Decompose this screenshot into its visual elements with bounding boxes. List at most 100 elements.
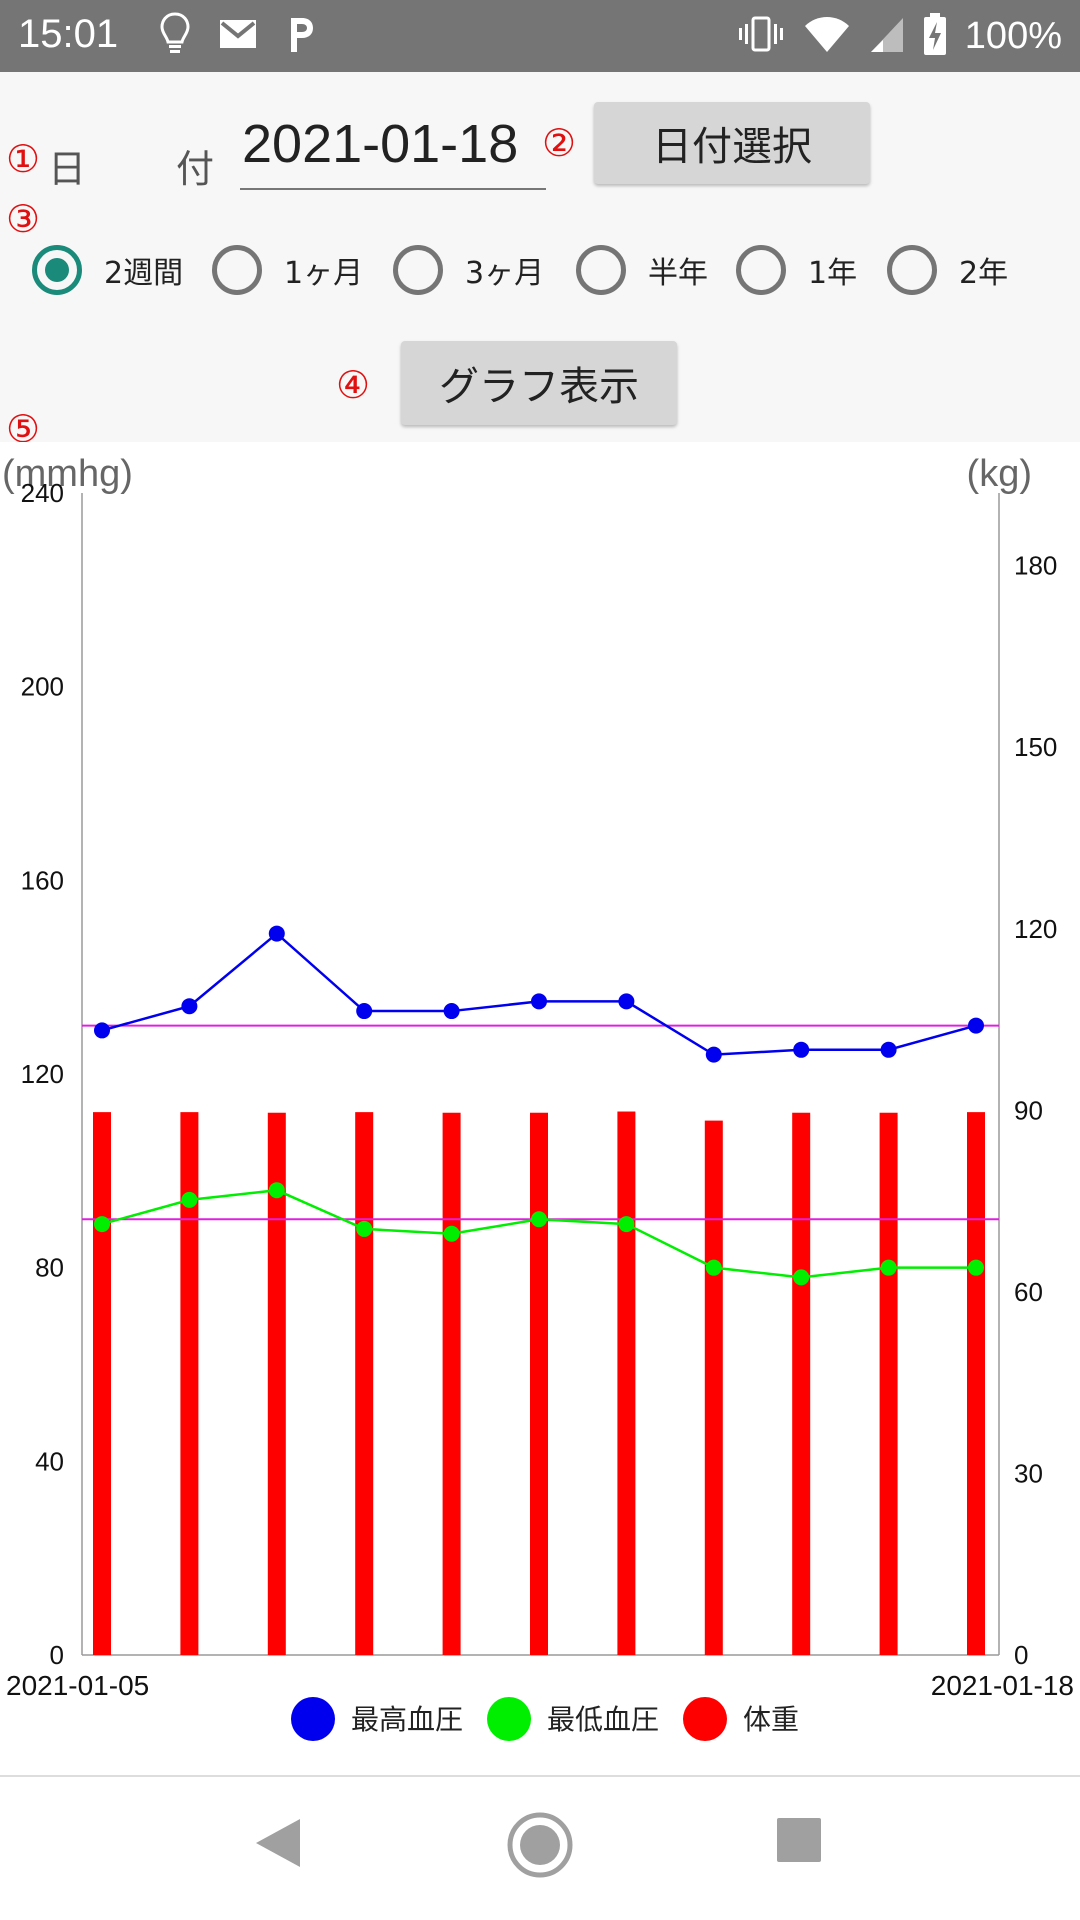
radio-label: 半年 (648, 256, 708, 291)
diastolic-point (531, 1211, 547, 1228)
radio-1month[interactable]: 1ヶ月 (212, 240, 363, 300)
right-tick-label: 60 (1014, 1277, 1043, 1307)
systolic-point (531, 993, 547, 1010)
marker-5: ⑤ (6, 407, 41, 451)
systolic-point (968, 1017, 984, 1034)
legend-label: 体重 (743, 1703, 799, 1736)
date-label-day: 日 (48, 147, 87, 191)
weight-bar (704, 1120, 723, 1655)
systolic-point (880, 1041, 897, 1058)
left-tick-label: 120 (21, 1059, 64, 1089)
weight-bar (180, 1112, 199, 1655)
radio-half-year[interactable]: 半年 (576, 240, 708, 300)
weight-bar (967, 1112, 985, 1655)
systolic-point (793, 1041, 810, 1058)
back-icon[interactable] (252, 1817, 304, 1873)
systolic-point (618, 993, 635, 1010)
show-graph-button[interactable]: グラフ表示 (401, 341, 677, 425)
radio-label: 2年 (959, 256, 1009, 291)
gmail-icon (218, 18, 258, 54)
marker-1: ① (6, 137, 41, 181)
weight-bar (879, 1112, 898, 1655)
marker-3: ③ (6, 197, 41, 241)
diastolic-point (793, 1269, 810, 1286)
date-label-tsuki: 付 (176, 147, 215, 191)
legend-swatch (487, 1697, 531, 1741)
diastolic-point (356, 1220, 373, 1237)
marker-2: ② (542, 121, 577, 165)
battery-percentage: 100% (964, 14, 1062, 57)
radio-2weeks[interactable]: 2週間 (32, 240, 183, 300)
systolic-point (443, 1003, 460, 1020)
radio-label: 2週間 (104, 256, 184, 291)
right-tick-label: 180 (1014, 551, 1057, 581)
radio-circle[interactable] (32, 245, 82, 295)
status-time: 15:01 (18, 12, 119, 56)
date-input[interactable] (240, 104, 546, 190)
radio-circle[interactable] (212, 245, 262, 295)
legend-swatch (291, 1697, 335, 1741)
legend-label: 最高血圧 (351, 1703, 463, 1736)
systolic-point (94, 1022, 110, 1039)
radio-circle[interactable] (887, 245, 937, 295)
diastolic-point (880, 1259, 897, 1276)
p-icon (286, 14, 316, 58)
left-tick-label: 80 (35, 1253, 64, 1283)
systolic-point (181, 998, 198, 1015)
left-tick-label: 160 (21, 865, 64, 895)
x-end-label: 2021-01-18 (931, 1670, 1074, 1701)
chart-panel: (mmhg) (kg) 0 40 80 120 160 200 240 0 30 60 90 120 150… (0, 442, 1080, 1775)
right-tick-label: 0 (1014, 1640, 1028, 1670)
weight-bar (792, 1112, 811, 1655)
diastolic-point (268, 1182, 285, 1199)
x-start-label: 2021-01-05 (6, 1670, 149, 1701)
weight-bar (355, 1112, 374, 1655)
recents-icon[interactable] (776, 1817, 822, 1867)
signal-icon (869, 14, 905, 58)
date-select-button[interactable]: 日付選択 (594, 102, 870, 184)
home-icon[interactable] (506, 1811, 574, 1883)
systolic-point (705, 1046, 722, 1063)
left-tick-label: 200 (21, 672, 64, 702)
left-tick-label: 40 (35, 1446, 64, 1476)
right-tick-label: 30 (1014, 1458, 1043, 1488)
status-bar: 15:01 100% (0, 0, 1080, 72)
chart: (mmhg) (kg) 0 40 80 120 160 200 240 0 30 60 90 120 150… (2, 453, 1074, 1741)
radio-1year[interactable]: 1年 (736, 240, 857, 300)
right-tick-label: 150 (1014, 732, 1057, 762)
radio-label: 1年 (808, 256, 858, 291)
weight-bar (93, 1112, 111, 1655)
navigation-bar (0, 1777, 1080, 1920)
weight-bar (530, 1112, 548, 1655)
left-tick-label: 0 (50, 1640, 64, 1670)
nav-divider (0, 1775, 1080, 1777)
wifi-icon (803, 14, 851, 58)
diastolic-point (705, 1259, 722, 1276)
radio-circle[interactable] (393, 245, 443, 295)
diastolic-point (94, 1216, 110, 1233)
lightbulb-icon (160, 11, 190, 61)
weight-bar (442, 1112, 461, 1655)
vibrate-icon (737, 14, 785, 58)
radio-circle[interactable] (576, 245, 626, 295)
weight-bar (617, 1111, 636, 1655)
radio-2years[interactable]: 2年 (887, 240, 1008, 300)
left-tick-label: 240 (21, 478, 64, 508)
battery-charging-icon (923, 12, 947, 60)
systolic-point (356, 1003, 373, 1020)
radio-3months[interactable]: 3ヶ月 (393, 240, 544, 300)
legend-swatch (683, 1697, 727, 1741)
radio-label: 3ヶ月 (465, 256, 545, 291)
radio-label: 1ヶ月 (284, 256, 364, 291)
right-tick-label: 90 (1014, 1095, 1043, 1125)
radio-circle[interactable] (736, 245, 786, 295)
right-tick-label: 120 (1014, 914, 1057, 944)
marker-4: ④ (336, 363, 371, 407)
diastolic-point (618, 1216, 635, 1233)
weight-bar (267, 1112, 286, 1655)
right-unit-label: (kg) (967, 453, 1032, 495)
legend-label: 最低血圧 (547, 1703, 659, 1736)
diastolic-point (968, 1259, 984, 1276)
left-unit-label: (mmhg) (2, 453, 133, 495)
diastolic-point (181, 1191, 198, 1208)
